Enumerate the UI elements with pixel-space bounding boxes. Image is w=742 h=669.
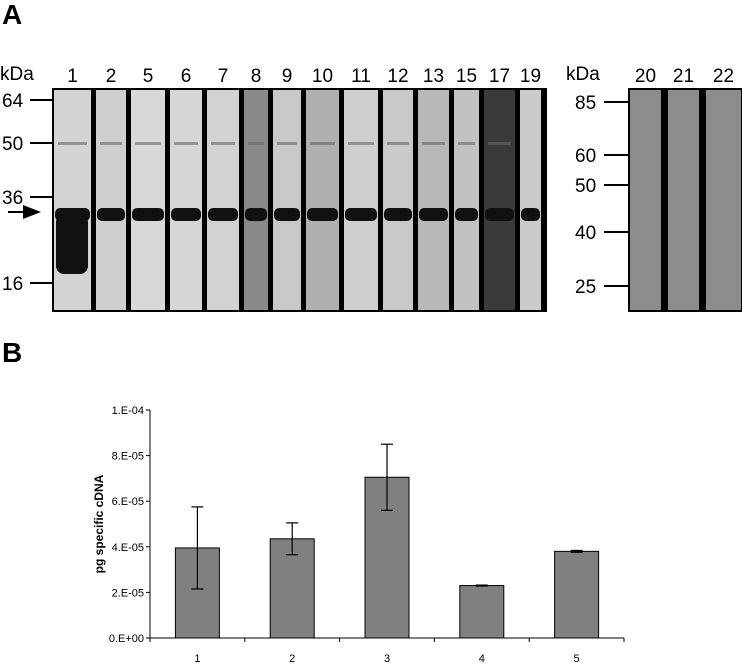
right-blot-lane-labels: 20 21 22 <box>635 66 734 87</box>
bar <box>459 585 505 639</box>
blot-band-faint <box>387 142 409 145</box>
x-tick-label: 4 <box>479 653 485 665</box>
blot-lane <box>418 90 449 310</box>
blot-lane <box>170 90 202 310</box>
right-blot-markers: 85 60 50 40 25 <box>575 93 630 298</box>
panel-b-letter: B <box>2 337 22 368</box>
blot-band-faint <box>458 142 475 145</box>
blot-band-faint <box>211 142 235 145</box>
left-blot-lane-labels: 1 2 5 6 7 8 9 10 11 12 13 15 17 19 <box>67 66 541 87</box>
bar-chart: 0.E+00 2.E-05 4.E-05 6.E-05 8.E-05 1.E-04 1 2 3 4… <box>92 405 625 665</box>
y-tick-label: 4.E-05 <box>112 542 144 554</box>
y-tick-label: 0.E+00 <box>109 633 144 645</box>
lane-label: 8 <box>251 66 262 87</box>
marker-label: 85 <box>575 93 596 114</box>
blot-lane <box>454 90 479 310</box>
marker-label: 16 <box>2 274 23 295</box>
blot-band <box>97 208 125 221</box>
blot-lane <box>54 90 91 310</box>
blot-band <box>345 208 377 221</box>
lane-label: 5 <box>143 66 154 87</box>
lane-label: 10 <box>312 66 333 87</box>
blot-band <box>521 208 540 221</box>
lane-label: 7 <box>218 66 229 87</box>
band-arrow-icon <box>23 205 41 219</box>
lane-label: 22 <box>713 66 734 87</box>
lane-label: 11 <box>351 66 371 87</box>
blot-lane <box>344 90 378 310</box>
left-blot-kda-label: kDa <box>0 64 34 85</box>
right-blot <box>628 88 742 312</box>
blot-band-faint <box>348 142 374 145</box>
blot-band-faint <box>310 142 335 145</box>
lane-label: 6 <box>181 66 192 87</box>
blot-band <box>485 208 514 221</box>
blot-lane <box>706 90 741 310</box>
x-tick-label: 3 <box>384 653 390 665</box>
blot-lane <box>131 90 165 310</box>
y-tick-label: 1.E-04 <box>112 405 144 417</box>
lane-label: 19 <box>520 66 541 87</box>
blot-lane <box>207 90 239 310</box>
panel-a-letter: A <box>2 0 22 30</box>
lane-label: 2 <box>106 66 117 87</box>
bar <box>554 550 600 639</box>
blot-band <box>245 208 267 221</box>
x-tick-label: 2 <box>289 653 295 665</box>
blot-band-faint <box>100 142 122 145</box>
x-tick-label: 1 <box>194 653 200 665</box>
marker-label: 36 <box>2 188 23 209</box>
y-tick-label: 2.E-05 <box>112 587 144 599</box>
blot-band-faint <box>174 142 198 145</box>
lane-label: 9 <box>282 66 293 87</box>
y-axis-label: pg specific cDNA <box>92 474 106 573</box>
blot-lane <box>273 90 301 310</box>
blot-band <box>384 208 412 221</box>
lane-label: 20 <box>635 66 656 87</box>
blot-lane <box>484 90 515 310</box>
blot-band-faint <box>58 142 87 145</box>
blot-band <box>208 208 238 221</box>
blot-band-faint <box>277 142 297 145</box>
blot-lane <box>306 90 339 310</box>
marker-label: 40 <box>575 223 596 244</box>
lane-label: 21 <box>673 66 694 87</box>
marker-label: 60 <box>575 146 596 167</box>
marker-label: 25 <box>575 277 596 298</box>
y-tick-label: 8.E-05 <box>112 451 144 463</box>
blot-lane <box>383 90 413 310</box>
lane-label: 17 <box>489 66 510 87</box>
marker-label: 50 <box>2 134 23 155</box>
marker-label: 64 <box>2 91 24 112</box>
blot-band <box>132 208 164 221</box>
lane-label: 12 <box>387 66 408 87</box>
blot-band-faint <box>248 142 264 145</box>
blot-lane <box>520 90 541 310</box>
blot-lane <box>668 90 699 310</box>
blot-lane <box>96 90 126 310</box>
blot-lane <box>630 90 661 310</box>
blot-lane <box>244 90 268 310</box>
x-tick-label: 5 <box>574 653 580 665</box>
marker-label: 50 <box>575 176 596 197</box>
blot-band <box>307 208 338 221</box>
left-blot <box>52 88 547 312</box>
blot-band <box>419 208 448 221</box>
blot-band-faint <box>488 142 511 145</box>
blot-band <box>171 208 201 221</box>
lane-label: 13 <box>423 66 444 87</box>
blot-band-faint <box>135 142 161 145</box>
blot-smear <box>56 214 88 274</box>
blot-band <box>274 208 300 221</box>
blot-band <box>455 208 478 221</box>
lane-label: 15 <box>456 66 477 87</box>
y-tick-label: 6.E-05 <box>112 496 144 508</box>
blot-band-faint <box>422 142 445 145</box>
right-blot-kda-label: kDa <box>566 64 600 85</box>
lane-label: 1 <box>67 66 78 87</box>
